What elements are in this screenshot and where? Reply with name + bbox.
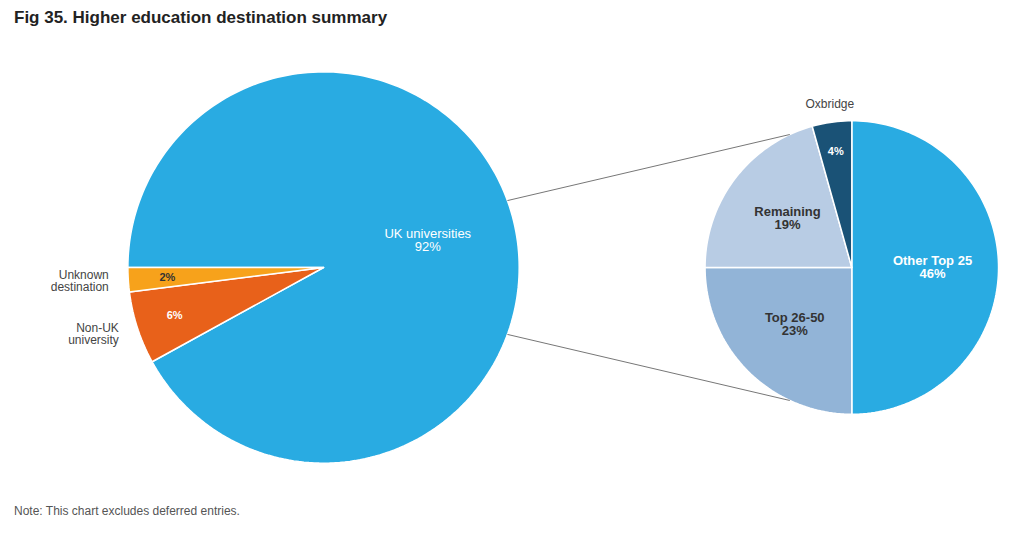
svg-text:Other Top 2546%: Other Top 2546% <box>893 253 972 281</box>
svg-text:Remaining19%: Remaining19% <box>754 204 821 232</box>
html-text:Note: This chart excludes defe: Note: This chart excludes deferred entri… <box>14 504 240 518</box>
svg-text:UK universities92%: UK universities92% <box>384 226 471 254</box>
svg-text:Non-UKuniversity: Non-UKuniversity <box>68 321 119 347</box>
svg-text:2%: 2% <box>159 271 175 283</box>
svg-text:Top 26-5023%: Top 26-5023% <box>765 310 825 338</box>
html-text:Fig 35. Higher education desti: Fig 35. Higher education destination sum… <box>14 8 388 27</box>
svg-text:4%: 4% <box>828 145 844 157</box>
svg-text:Oxbridge: Oxbridge <box>805 97 854 111</box>
svg-text:6%: 6% <box>167 309 183 321</box>
svg-text:Unknowndestination: Unknowndestination <box>51 268 109 294</box>
